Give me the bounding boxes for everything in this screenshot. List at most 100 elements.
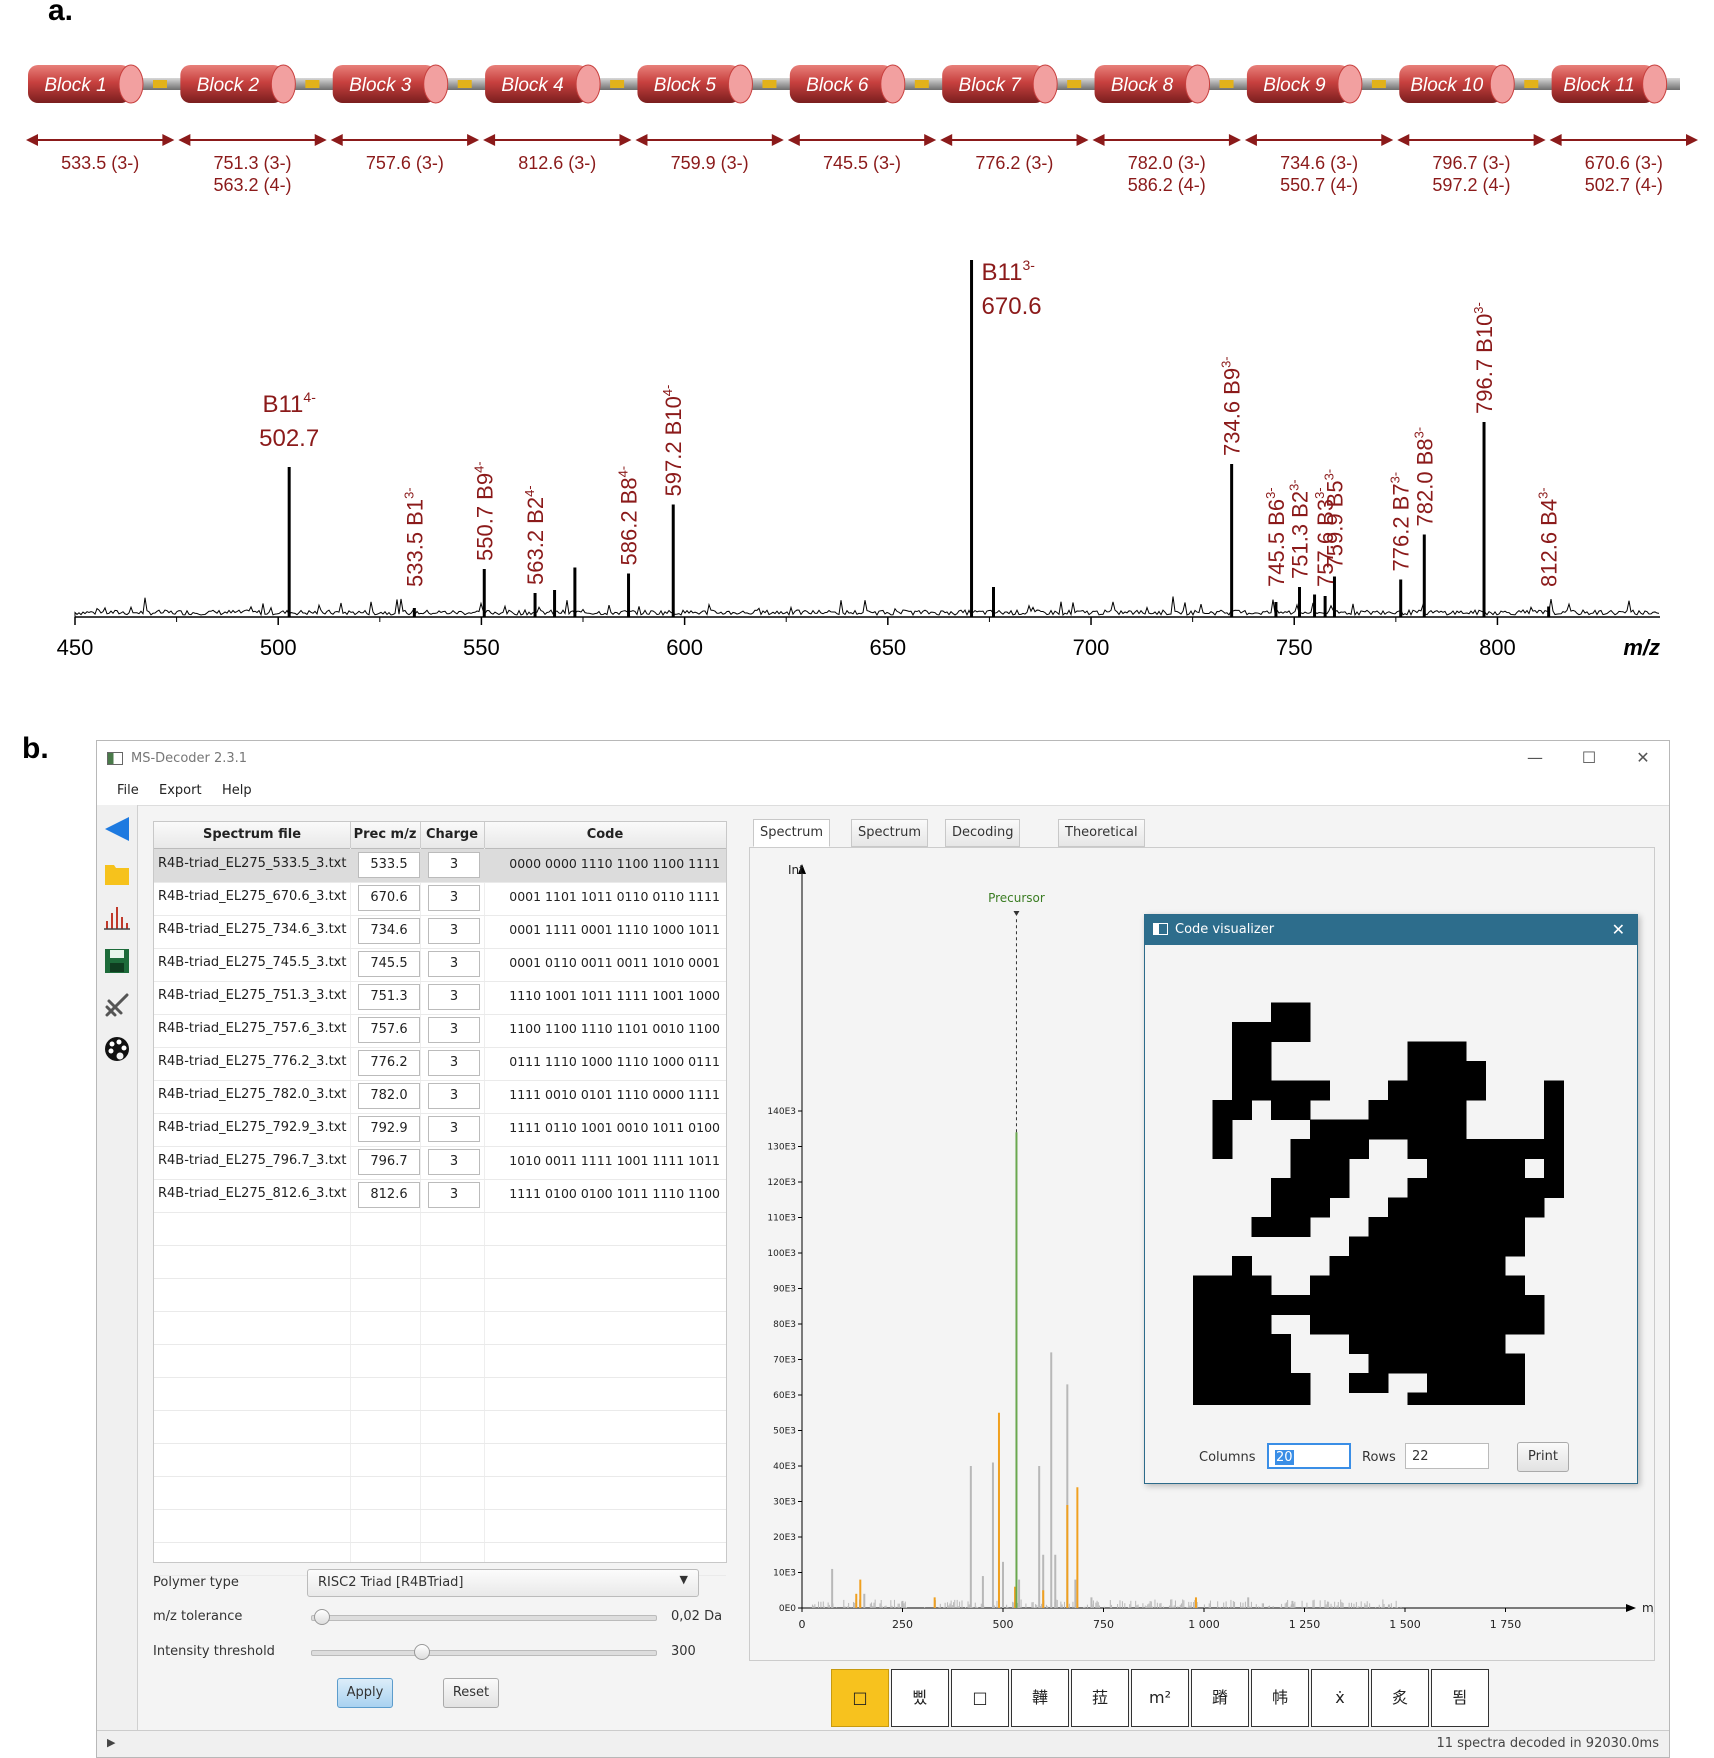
tab-spectrum-data[interactable]: Spectrum data bbox=[851, 819, 928, 866]
code-bit-cell bbox=[1485, 1158, 1506, 1179]
code-bit-cell bbox=[1212, 1353, 1233, 1374]
charge-field[interactable]: 3 bbox=[428, 885, 480, 911]
block-label: Block 11 bbox=[1563, 75, 1634, 96]
col-spectrum-file[interactable]: Spectrum file bbox=[154, 822, 351, 848]
menu-file[interactable]: File bbox=[117, 783, 139, 798]
charge-field[interactable]: 3 bbox=[428, 984, 480, 1010]
table-row[interactable]: R4B-triad_EL275_734.6_3.txt 734.6 3 0001 11… bbox=[154, 915, 726, 949]
code-glyph-button[interactable]: 蹐 bbox=[1191, 1669, 1249, 1727]
code-bit-cell bbox=[1388, 1256, 1408, 1276]
code-glyph-button[interactable]: m² bbox=[1131, 1669, 1189, 1727]
palette-icon[interactable] bbox=[103, 1035, 131, 1063]
print-button[interactable]: Print bbox=[1517, 1442, 1569, 1472]
prec-mz-field[interactable]: 792.9 bbox=[358, 1116, 420, 1142]
tab-theoretical-masses[interactable]: Theoretical masses bbox=[1058, 819, 1145, 866]
tab-decoding-history[interactable]: Decoding history bbox=[945, 819, 1021, 866]
save-icon[interactable] bbox=[103, 947, 131, 975]
maximize-button[interactable]: ☐ bbox=[1581, 748, 1597, 767]
table-row[interactable]: R4B-triad_EL275_776.2_3.txt 776.2 3 0111 11… bbox=[154, 1047, 726, 1081]
code-glyph-button[interactable]: ẋ bbox=[1311, 1669, 1369, 1727]
prec-mz-field[interactable]: 670.6 bbox=[358, 885, 420, 911]
charge-field[interactable]: 3 bbox=[428, 1149, 480, 1175]
code-glyph-button[interactable]: 삤 bbox=[891, 1669, 949, 1727]
minimize-button[interactable]: — bbox=[1527, 748, 1543, 767]
col-prec-mz[interactable]: Prec m/z bbox=[350, 822, 421, 848]
block-cylinder bbox=[485, 65, 589, 103]
prec-mz-field[interactable]: 745.5 bbox=[358, 951, 420, 977]
mz-tolerance-thumb[interactable] bbox=[314, 1609, 331, 1625]
expand-arrow-icon[interactable]: ▶ bbox=[107, 1736, 116, 1749]
table-row[interactable]: R4B-triad_EL275_796.7_3.txt 796.7 3 1010 00… bbox=[154, 1146, 726, 1180]
prec-mz-field[interactable]: 533.5 bbox=[358, 852, 420, 878]
table-row[interactable]: R4B-triad_EL275_792.9_3.txt 792.9 3 1111 01… bbox=[154, 1113, 726, 1147]
code-glyph-button[interactable]: 뙴 bbox=[1431, 1669, 1489, 1727]
col-charge[interactable]: Charge bbox=[420, 822, 485, 848]
table-row[interactable]: R4B-triad_EL275_782.0_3.txt 782.0 3 1111 00… bbox=[154, 1080, 726, 1114]
block-label: Block 10 bbox=[1410, 75, 1483, 96]
charge-field[interactable]: 3 bbox=[428, 918, 480, 944]
table-header: Spectrum file Prec m/z Charge Code bbox=[154, 822, 726, 849]
prec-mz-field[interactable]: 812.6 bbox=[358, 1182, 420, 1208]
tools-icon[interactable] bbox=[103, 991, 131, 1019]
tab-spectrum-view[interactable]: Spectrum view bbox=[753, 819, 830, 866]
x-tick-label: 1 500 bbox=[1389, 1618, 1421, 1631]
prec-mz-field[interactable]: 776.2 bbox=[358, 1050, 420, 1076]
table-row[interactable]: R4B-triad_EL275_751.3_3.txt 751.3 3 1110 10… bbox=[154, 981, 726, 1015]
charge-field[interactable]: 3 bbox=[428, 852, 480, 878]
charge-field[interactable]: 3 bbox=[428, 1182, 480, 1208]
code-bit-cell bbox=[1329, 1119, 1350, 1140]
code-glyph-button[interactable]: 韡 bbox=[1011, 1669, 1069, 1727]
charge-field[interactable]: 3 bbox=[428, 1116, 480, 1142]
y-tick-label: 110E3 bbox=[767, 1214, 796, 1224]
rows-input[interactable]: 22 bbox=[1405, 1443, 1489, 1469]
code-glyph-button[interactable]: 炙 bbox=[1371, 1669, 1429, 1727]
peak-annotation-label: 782.0 B83- bbox=[1411, 427, 1437, 527]
prec-mz-field[interactable]: 757.6 bbox=[358, 1017, 420, 1043]
arrow-head bbox=[314, 134, 327, 146]
empty-row bbox=[154, 1278, 726, 1312]
charge-field[interactable]: 3 bbox=[428, 1050, 480, 1076]
charge-field[interactable]: 3 bbox=[428, 951, 480, 977]
menu-export[interactable]: Export bbox=[159, 783, 202, 798]
col-code[interactable]: Code bbox=[586, 827, 624, 842]
polymer-type-select[interactable]: RISC2 Triad [R4BTriad] ▼ bbox=[307, 1569, 699, 1597]
mz-tolerance-slider[interactable] bbox=[311, 1615, 657, 1621]
prec-mz-field[interactable]: 796.7 bbox=[358, 1149, 420, 1175]
x-tick-label: 750 bbox=[1093, 1618, 1114, 1631]
back-arrow-icon[interactable] bbox=[103, 815, 131, 843]
prec-mz-field[interactable]: 751.3 bbox=[358, 984, 420, 1010]
table-row[interactable]: R4B-triad_EL275_757.6_3.txt 757.6 3 1100 11… bbox=[154, 1014, 726, 1048]
code-bit-cell bbox=[1427, 1256, 1447, 1276]
menu-help[interactable]: Help bbox=[222, 783, 252, 798]
folder-icon[interactable] bbox=[103, 859, 131, 887]
code-glyph-button[interactable]: □ bbox=[831, 1669, 889, 1727]
table-row[interactable]: R4B-triad_EL275_670.6_3.txt 670.6 3 0001 11… bbox=[154, 882, 726, 916]
close-button[interactable]: ✕ bbox=[1636, 748, 1650, 767]
prec-mz-field[interactable]: 782.0 bbox=[358, 1083, 420, 1109]
code-bit-cell bbox=[1290, 1080, 1311, 1101]
table-row[interactable]: R4B-triad_EL275_812.6_3.txt 812.6 3 1111 01… bbox=[154, 1179, 726, 1213]
columns-input[interactable]: 20 bbox=[1267, 1443, 1351, 1469]
table-row[interactable]: R4B-triad_EL275_533.5_3.txt 533.5 3 0000 00… bbox=[154, 849, 726, 883]
x-tick-label: 650 bbox=[869, 635, 906, 660]
block-cylinder bbox=[1246, 65, 1350, 103]
peak-annotation-ion: B114- bbox=[262, 389, 316, 418]
reset-button[interactable]: Reset bbox=[443, 1678, 499, 1708]
table-row[interactable]: R4B-triad_EL275_745.5_3.txt 745.5 3 0001 01… bbox=[154, 948, 726, 982]
code-bit-cell bbox=[1388, 1314, 1408, 1335]
code-glyph-button[interactable]: 帏 bbox=[1251, 1669, 1309, 1727]
prec-mz-field[interactable]: 734.6 bbox=[358, 918, 420, 944]
intensity-threshold-thumb[interactable] bbox=[414, 1644, 431, 1660]
close-icon[interactable]: ✕ bbox=[1611, 920, 1625, 939]
arrow-head bbox=[1076, 134, 1089, 146]
charge-field[interactable]: 3 bbox=[428, 1017, 480, 1043]
code-glyph-button[interactable]: □ bbox=[951, 1669, 1009, 1727]
code-bit-cell bbox=[1524, 1314, 1545, 1335]
code-bit-cell bbox=[1466, 1392, 1486, 1405]
spectrum-icon[interactable] bbox=[103, 903, 131, 931]
charge-field[interactable]: 3 bbox=[428, 1083, 480, 1109]
code-glyph-button[interactable]: 菈 bbox=[1071, 1669, 1129, 1727]
intensity-threshold-slider[interactable] bbox=[311, 1650, 657, 1656]
apply-button[interactable]: Apply bbox=[337, 1678, 393, 1708]
linker-dot bbox=[457, 80, 472, 88]
